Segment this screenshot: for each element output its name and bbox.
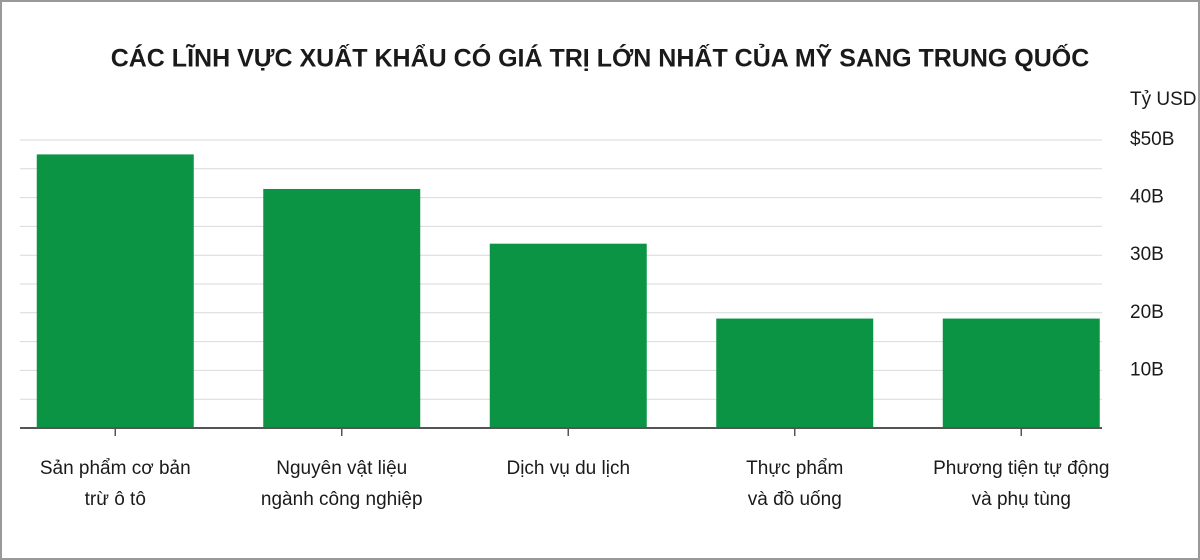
x-tick-label: Nguyên vật liệu xyxy=(276,458,407,479)
bar xyxy=(942,318,1100,428)
x-tick-label: và phụ tùng xyxy=(972,489,1071,510)
chart-title: CÁC LĨNH VỰC XUẤT KHẨU CÓ GIÁ TRỊ LỚN NH… xyxy=(111,43,1090,73)
y-tick-label: 20B xyxy=(1130,302,1164,323)
bar xyxy=(716,318,874,428)
x-tick-label: Thực phẩm xyxy=(746,458,843,479)
bar xyxy=(36,154,194,428)
x-tick-label: ngành công nghiệp xyxy=(261,489,423,510)
x-tick-label: trừ ô tô xyxy=(85,489,146,510)
y-tick-label: 10B xyxy=(1130,359,1164,380)
x-tick-label: Dịch vụ du lịch xyxy=(506,458,630,479)
bar xyxy=(489,243,647,428)
y-unit: Tỷ USD xyxy=(1130,89,1197,110)
x-tick-label: Sản phẩm cơ bản xyxy=(40,458,191,479)
y-tick-label: 40B xyxy=(1130,187,1164,208)
x-tick-label: Phương tiện tự động xyxy=(933,458,1109,479)
y-tick-label: 30B xyxy=(1130,244,1164,265)
x-tick-label: và đồ uống xyxy=(748,489,842,510)
y-tick-label: $50B xyxy=(1130,129,1174,150)
bar xyxy=(263,188,421,428)
